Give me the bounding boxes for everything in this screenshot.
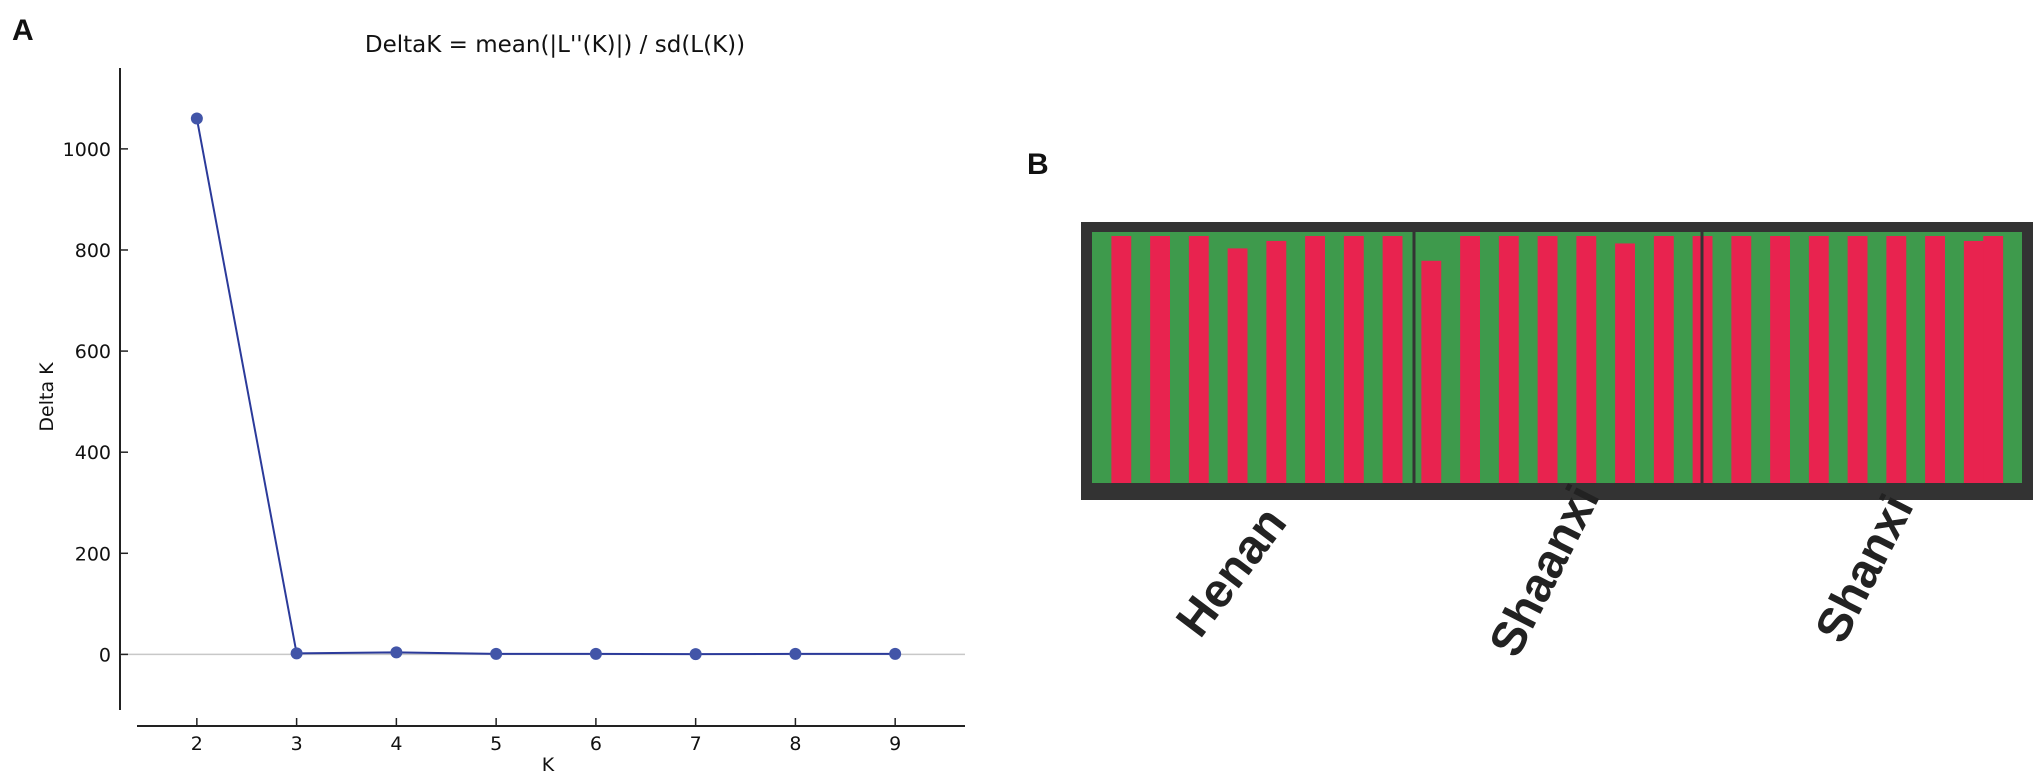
- cluster-bar-19: [1460, 236, 1480, 484]
- cluster-bar-15: [1382, 236, 1403, 484]
- y-axis-label: Delta K: [36, 362, 58, 432]
- cluster-bar-11: [1305, 236, 1325, 484]
- group-label-shaanxi: Shaanxi: [1480, 477, 1611, 665]
- data-point-k7: [689, 648, 702, 661]
- x-tick-label: 2: [191, 733, 203, 755]
- cluster-bar-1: [1111, 236, 1132, 484]
- x-tick-label: 8: [789, 733, 801, 755]
- cluster-bar-5: [1188, 236, 1209, 484]
- panel-label-a: A: [12, 14, 34, 47]
- cluster-bar-39: [1847, 236, 1868, 484]
- cluster-bar-37: [1808, 236, 1829, 484]
- cluster-bar-31: [1692, 236, 1713, 484]
- chart-title: DeltaK = mean(|L''(K)|) / sd(L(K)): [365, 32, 745, 58]
- cluster-bar-23: [1537, 236, 1558, 484]
- delta-k-points: [190, 112, 902, 661]
- x-tick-label: 9: [889, 733, 901, 755]
- y-tick-label: 800: [75, 240, 111, 262]
- data-point-k6: [589, 647, 602, 660]
- data-point-k8: [789, 647, 802, 660]
- y-tick-label: 1000: [63, 139, 111, 161]
- cluster-bar-29: [1653, 236, 1674, 484]
- x-tick-label: 7: [690, 733, 702, 755]
- x-tick-label: 3: [291, 733, 303, 755]
- x-axis-label: K: [542, 754, 555, 775]
- panel-label-b: B: [1027, 148, 1049, 181]
- cluster-bar-33: [1731, 236, 1752, 484]
- cluster-bar-7: [1227, 248, 1248, 484]
- cluster-bar-3: [1150, 236, 1170, 484]
- barplot-frame: [1081, 222, 2033, 500]
- x-tick-label: 5: [490, 733, 502, 755]
- cluster-bar-46: [1983, 236, 2004, 484]
- cluster-bar-9: [1266, 240, 1287, 484]
- y-tick-label: 400: [75, 442, 111, 464]
- y-tick-label: 0: [99, 644, 111, 666]
- y-tick-label: 600: [75, 341, 111, 363]
- cluster-bar-21: [1498, 236, 1519, 484]
- cluster-bars: [1111, 236, 2004, 484]
- data-point-k9: [889, 647, 902, 660]
- x-tick-label: 4: [390, 733, 402, 755]
- y-ticks: 0 200 400 600 800 1000: [63, 139, 128, 666]
- data-point-k3: [290, 647, 303, 660]
- data-point-k2: [190, 112, 203, 125]
- cluster-bar-45: [1963, 240, 1984, 484]
- x-ticks: 2 3 4 5 6 7 8 9: [191, 718, 901, 755]
- delta-k-chart: DeltaK = mean(|L''(K)|) / sd(L(K)) 0 200 4…: [36, 32, 965, 775]
- cluster-green-background: [1092, 232, 2022, 489]
- group-label-henan: Henan: [1166, 498, 1297, 647]
- y-tick-label: 200: [75, 543, 111, 565]
- group-label-shanxi: Shanxi: [1806, 487, 1925, 651]
- cluster-bar-25: [1576, 236, 1597, 484]
- cluster-bar-27: [1615, 243, 1635, 484]
- cluster-bar-17: [1421, 260, 1442, 484]
- cluster-bar-41: [1886, 236, 1907, 484]
- cluster-bar-35: [1770, 236, 1790, 484]
- delta-k-series-line: [195, 118, 896, 656]
- x-tick-label: 6: [590, 733, 602, 755]
- barplot-bottom-rule: [1092, 483, 2022, 489]
- cluster-bar-43: [1925, 236, 1945, 484]
- data-point-k4: [390, 646, 403, 659]
- cluster-bar-13: [1343, 236, 1364, 484]
- data-point-k5: [490, 647, 503, 660]
